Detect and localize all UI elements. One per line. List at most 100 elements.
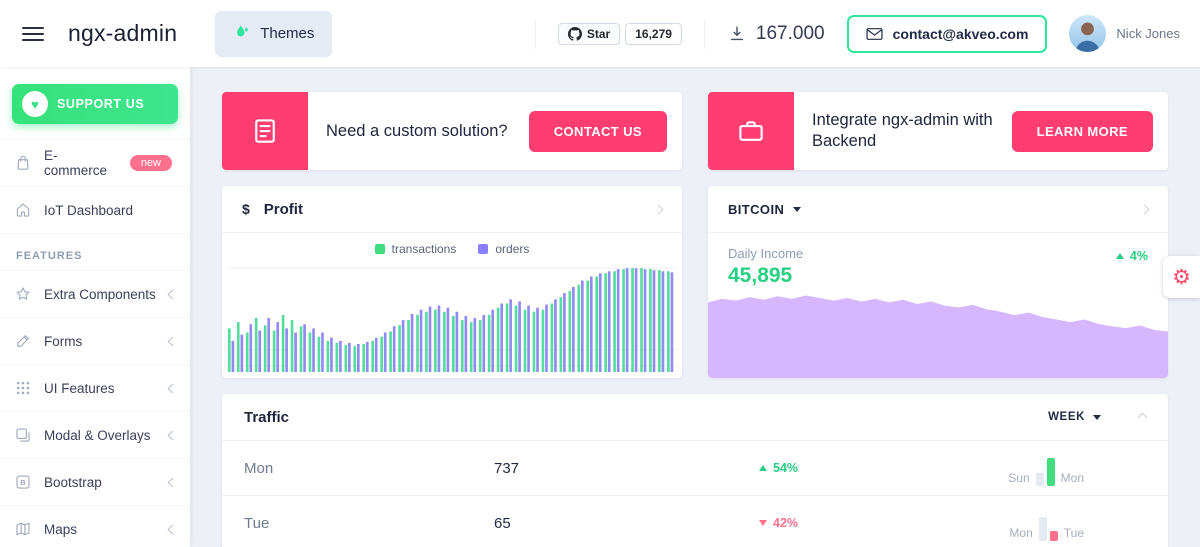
day-value: 737 — [494, 459, 520, 477]
legend-label: transactions — [391, 242, 457, 256]
header-divider — [534, 18, 536, 49]
themes-button[interactable]: Themes — [215, 10, 333, 57]
avatar — [1069, 15, 1107, 52]
github-star-button[interactable]: Star — [557, 22, 621, 45]
legend-orders[interactable]: orders — [478, 242, 529, 256]
sidebar-item-maps[interactable]: Maps — [0, 506, 190, 547]
delta-value: 4% — [1129, 249, 1148, 263]
menu-toggle-icon[interactable] — [22, 26, 44, 41]
sidebar-item-label: Forms — [44, 333, 83, 349]
github-icon — [567, 26, 582, 41]
sidebar-item-modal-overlays[interactable]: Modal & Overlays — [0, 412, 190, 459]
bootstrap-icon: B — [14, 473, 32, 491]
traffic-card: Traffic WEEK Mon 737 54% — [222, 394, 1168, 547]
sidebar-item-ecommerce[interactable]: E-commerce new — [0, 140, 190, 187]
user-name: Nick Jones — [1116, 26, 1180, 41]
sidebar-item-iot-dashboard[interactable]: IoT Dashboard — [0, 187, 190, 234]
period-select[interactable]: WEEK — [1048, 411, 1101, 423]
bitcoin-delta: 4% — [1115, 246, 1148, 263]
contact-button[interactable]: contact@akveo.com — [846, 14, 1048, 53]
contact-email: contact@akveo.com — [892, 25, 1029, 42]
mini-label-right: Tue — [1063, 526, 1084, 540]
svg-text:B: B — [20, 478, 26, 487]
day-value: 65 — [494, 514, 511, 532]
invoice-icon — [222, 92, 308, 170]
chevron-left-icon — [167, 383, 178, 393]
themes-label: Themes — [260, 25, 315, 42]
daily-income-label: Daily Income — [728, 246, 804, 261]
briefcase-icon — [708, 92, 794, 170]
chevron-left-icon — [167, 289, 178, 299]
traffic-title: Traffic — [244, 408, 290, 426]
chevron-right-icon[interactable] — [1139, 204, 1150, 214]
profit-legend: transactions orders — [222, 233, 682, 260]
user-menu[interactable]: Nick Jones — [1069, 15, 1180, 52]
mini-label-right: Mon — [1060, 471, 1084, 485]
droplet-icon — [233, 22, 250, 46]
gear-icon: ⚙ — [1172, 264, 1191, 289]
dollar-icon: $ — [242, 201, 250, 217]
sidebar-item-extra-components[interactable]: Extra Components — [0, 271, 190, 318]
sidebar-item-label: Modal & Overlays — [44, 427, 151, 443]
delta-value: 42% — [773, 516, 799, 530]
contact-us-button[interactable]: CONTACT US — [528, 110, 667, 152]
github-star-count[interactable]: 16,279 — [625, 22, 682, 45]
home-icon — [14, 201, 32, 219]
coin-select-value: BITCOIN — [728, 201, 785, 217]
star-icon — [14, 285, 32, 303]
sidebar-item-label: E-commerce — [44, 148, 108, 178]
sidebar-item-label: IoT Dashboard — [44, 202, 134, 218]
mini-bars — [1038, 505, 1058, 541]
keypad-icon — [14, 379, 32, 397]
sidebar-item-ui-features[interactable]: UI Features — [0, 365, 190, 412]
envelope-icon — [866, 27, 883, 41]
triangle-up-icon — [759, 465, 767, 471]
triangle-up-icon — [1115, 253, 1124, 259]
sidebar-item-label: UI Features — [44, 380, 115, 396]
mini-label-left: Mon — [1009, 526, 1033, 540]
sidebar-item-label: Maps — [44, 521, 78, 537]
learn-more-button[interactable]: LEARN MORE — [1011, 110, 1153, 152]
traffic-row-tue[interactable]: Tue 65 42% Mon Tue — [222, 495, 1168, 547]
sidebar: ♥ SUPPORT US E-commerce new IoT Dashboar… — [0, 67, 190, 547]
triangle-down-icon — [759, 520, 767, 526]
settings-button[interactable]: ⚙ — [1163, 256, 1200, 298]
day-delta: 54% — [759, 461, 999, 475]
traffic-row-mon[interactable]: Mon 737 54% Sun Mon — [222, 440, 1168, 495]
heart-icon: ♥ — [22, 91, 48, 117]
purple-swatch — [478, 244, 489, 254]
bitcoin-card: BITCOIN Daily Income 45,895 — [708, 186, 1168, 378]
bitcoin-area-chart — [708, 295, 1168, 378]
chevron-right-icon[interactable] — [653, 204, 664, 214]
chevron-left-icon — [167, 430, 178, 440]
sidebar-section-features: FEATURES — [0, 234, 190, 271]
app-logo[interactable]: ngx-admin — [68, 20, 178, 46]
sidebar-item-label: Extra Components — [44, 286, 156, 302]
map-icon — [14, 520, 32, 538]
legend-transactions[interactable]: transactions — [374, 242, 457, 256]
profit-title: Profit — [263, 200, 303, 218]
mini-comparison-chart: Mon Tue — [1009, 505, 1146, 541]
period-value: WEEK — [1048, 411, 1085, 423]
coin-select[interactable]: BITCOIN — [728, 201, 802, 217]
header-divider — [703, 18, 705, 49]
shopping-bag-icon — [14, 154, 32, 172]
profit-card: $ Profit transactions orders — [222, 186, 682, 378]
star-label: Star — [586, 26, 611, 41]
banner-title: Integrate ngx-admin with Backend — [812, 111, 993, 150]
legend-label: orders — [495, 242, 530, 256]
chevron-left-icon — [167, 524, 178, 534]
downloads-counter: 167.000 — [727, 23, 825, 45]
caret-down-icon — [793, 206, 802, 212]
banner-title: Need a custom solution? — [326, 121, 508, 140]
collapse-button[interactable] — [1137, 412, 1148, 422]
new-badge: new — [129, 155, 172, 171]
sidebar-item-forms[interactable]: Forms — [0, 318, 190, 365]
edit-icon — [14, 332, 32, 350]
mini-label-left: Sun — [1008, 471, 1030, 485]
top-header: ngx-admin Themes Star 16,279 — [0, 0, 1200, 67]
sidebar-item-bootstrap[interactable]: B Bootstrap — [0, 459, 190, 506]
backend-banner: Integrate ngx-admin with Backend LEARN M… — [708, 92, 1168, 170]
support-us-button[interactable]: ♥ SUPPORT US — [12, 84, 178, 124]
